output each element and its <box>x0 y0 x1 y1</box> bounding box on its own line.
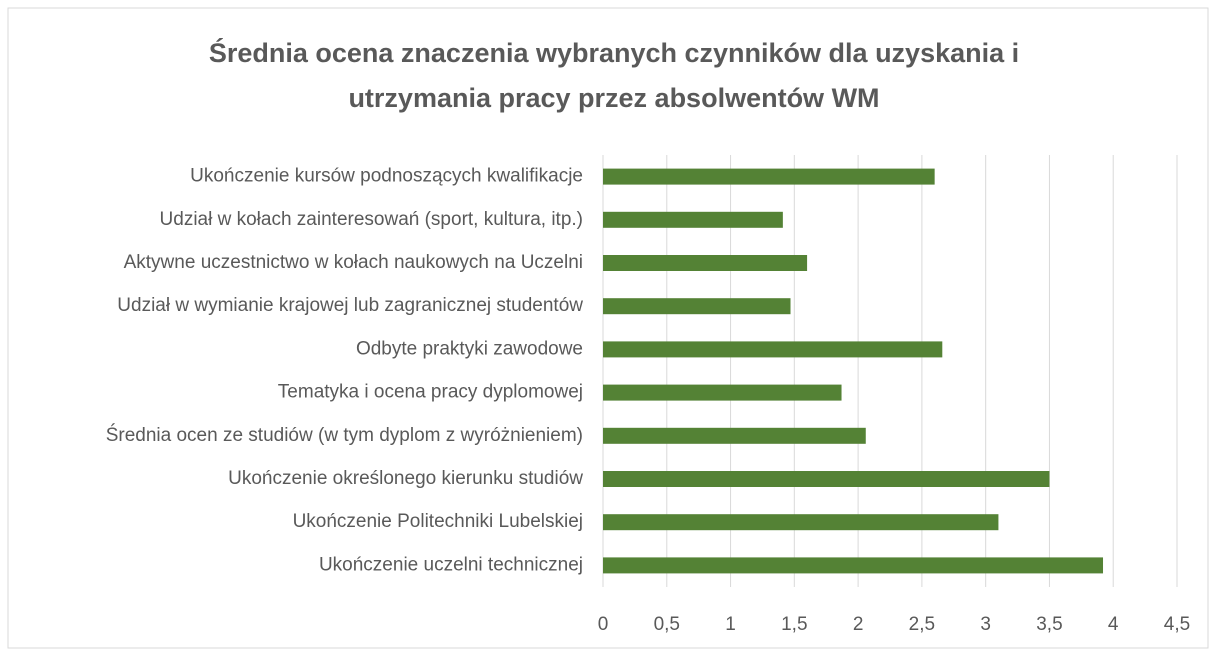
bar <box>603 341 943 358</box>
bar <box>603 514 999 531</box>
y-tick-label: Ukończenie uczelni technicznej <box>319 554 583 575</box>
bar <box>603 471 1050 487</box>
y-tick-label: Tematyka i ocena pracy dyplomowej <box>278 382 583 403</box>
bar <box>603 557 1104 574</box>
y-tick-label: Ukończenie określonego kierunku studiów <box>228 468 583 489</box>
x-tick-label: 0,5 <box>654 614 680 635</box>
y-tick-label: Ukończenie Politechniki Lubelskiej <box>293 511 583 532</box>
y-tick-label: Średnia ocen ze studiów (w tym dyplom z … <box>106 424 583 446</box>
x-tick-label: 2,5 <box>909 614 935 635</box>
chart-border <box>7 7 1209 649</box>
y-tick-label: Aktywne uczestnictwo w kołach naukowych … <box>124 252 583 273</box>
bar <box>603 384 842 401</box>
x-tick-label: 4 <box>1108 614 1119 635</box>
chart-title: utrzymania pracy przez absolwentów WM <box>348 83 879 113</box>
bar <box>603 168 935 185</box>
x-tick-label: 4,5 <box>1164 614 1190 635</box>
x-tick-label: 1 <box>725 614 736 635</box>
x-tick-label: 3,5 <box>1036 614 1062 635</box>
bar <box>603 255 808 271</box>
x-tick-label: 2 <box>853 614 864 635</box>
bar <box>603 211 783 228</box>
y-tick-label: Udział w kołach zainteresowań (sport, ku… <box>160 209 583 230</box>
x-tick-label: 3 <box>980 614 991 635</box>
x-tick-label: 0 <box>598 614 609 635</box>
chart-title: Średnia ocena znaczenia wybranych czynni… <box>209 37 1019 68</box>
y-tick-label: Udział w wymianie krajowej lub zagranicz… <box>117 295 583 316</box>
y-tick-label: Odbyte praktyki zawodowe <box>356 338 583 359</box>
y-tick-label: Ukończenie kursów podnoszących kwalifika… <box>190 166 583 187</box>
x-tick-label: 1,5 <box>781 614 807 635</box>
bar <box>603 427 866 444</box>
bar <box>603 298 791 315</box>
